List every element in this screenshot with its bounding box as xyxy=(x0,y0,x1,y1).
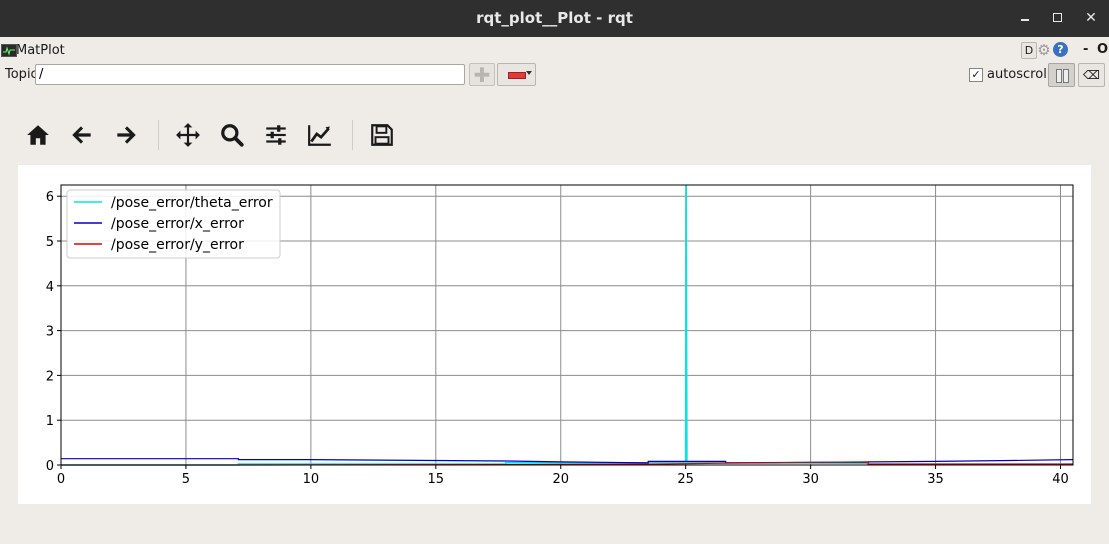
window-title: rqt_plot__Plot - rqt xyxy=(476,9,633,27)
home-icon xyxy=(27,125,49,145)
configure-subplots-button[interactable] xyxy=(259,118,293,152)
legend-entry: /pose_error/theta_error xyxy=(111,195,273,211)
clear-button[interactable]: ⌫ xyxy=(1078,63,1105,87)
series-line-1 xyxy=(61,458,1074,464)
x-tick-label: 30 xyxy=(802,472,819,487)
forward-button[interactable] xyxy=(109,118,143,152)
home-button[interactable] xyxy=(21,118,55,152)
edit-axes-button[interactable] xyxy=(303,118,337,152)
save-button[interactable] xyxy=(365,118,399,152)
add-topic-button[interactable]: ✚ xyxy=(469,63,495,86)
pause-button[interactable] xyxy=(1048,63,1075,87)
maximize-icon[interactable] xyxy=(1048,9,1066,27)
edit-axes-icon xyxy=(308,125,331,146)
x-tick-label: 20 xyxy=(552,472,569,487)
plot-canvas[interactable]: 0 5 10 15 20 25 30 35 40 0 1 2 3 4 5 6 /pose_error/thet… xyxy=(18,165,1091,504)
close-icon[interactable]: ✕ xyxy=(1085,10,1097,26)
minimize-plugin-button[interactable]: - xyxy=(1083,42,1089,57)
pan-icon xyxy=(176,123,200,147)
y-tick-label: 5 xyxy=(46,235,54,250)
remove-topic-button[interactable] xyxy=(497,63,536,86)
y-tick-label: 4 xyxy=(46,280,54,295)
forward-icon xyxy=(117,126,136,144)
y-tick-label: 6 xyxy=(46,190,54,205)
toolbar-separator xyxy=(352,120,353,150)
topic-label: Topic xyxy=(5,67,38,82)
autoscroll-checkbox[interactable]: ✓ xyxy=(969,68,983,82)
plugin-title: MatPlot xyxy=(16,43,65,58)
plus-icon: ✚ xyxy=(473,63,491,87)
matplot-plugin-icon xyxy=(1,44,17,57)
x-tick-label: 15 xyxy=(428,472,445,487)
d-button[interactable]: D xyxy=(1021,42,1037,59)
pan-button[interactable] xyxy=(171,118,205,152)
y-tick-label: 1 xyxy=(46,414,54,429)
minimize-icon[interactable] xyxy=(1016,9,1034,27)
zoom-button[interactable] xyxy=(215,118,249,152)
pause-icon xyxy=(1056,69,1062,83)
legend xyxy=(66,189,281,259)
toolbar-separator xyxy=(158,120,159,150)
configure-subplots-icon xyxy=(266,125,286,145)
x-tick-label: 0 xyxy=(57,472,65,487)
chevron-down-icon xyxy=(526,71,532,75)
x-tick-label: 10 xyxy=(303,472,320,487)
close-plugin-button[interactable]: O xyxy=(1097,42,1109,57)
save-icon xyxy=(371,124,393,146)
help-icon[interactable]: ? xyxy=(1053,42,1068,57)
window-title-bar: rqt_plot__Plot - rqt ✕ xyxy=(0,0,1109,37)
legend-entry: /pose_error/y_error xyxy=(111,237,244,253)
y-tick-label: 3 xyxy=(46,325,54,340)
autoscroll-label: autoscroll xyxy=(987,67,1051,82)
minus-icon xyxy=(508,72,526,79)
legend-entry: /pose_error/x_error xyxy=(111,216,244,232)
zoom-icon xyxy=(221,124,244,147)
x-tick-label: 40 xyxy=(1052,472,1069,487)
plot-figure[interactable]: 0 5 10 15 20 25 30 35 40 0 1 2 3 4 5 6 /pose_error/thet… xyxy=(18,165,1091,504)
x-tick-label: 35 xyxy=(927,472,944,487)
y-tick-label: 0 xyxy=(46,459,54,474)
topic-input[interactable] xyxy=(35,64,465,85)
clear-icon: ⌫ xyxy=(1083,68,1100,82)
gear-icon[interactable]: ⚙ xyxy=(1037,41,1051,59)
axes-frame xyxy=(60,184,1074,466)
series-line-0 xyxy=(61,184,1073,466)
x-tick-label: 25 xyxy=(677,472,694,487)
y-tick-label: 2 xyxy=(46,369,54,384)
back-button[interactable] xyxy=(65,118,99,152)
back-icon xyxy=(72,126,91,144)
x-tick-label: 5 xyxy=(182,472,190,487)
